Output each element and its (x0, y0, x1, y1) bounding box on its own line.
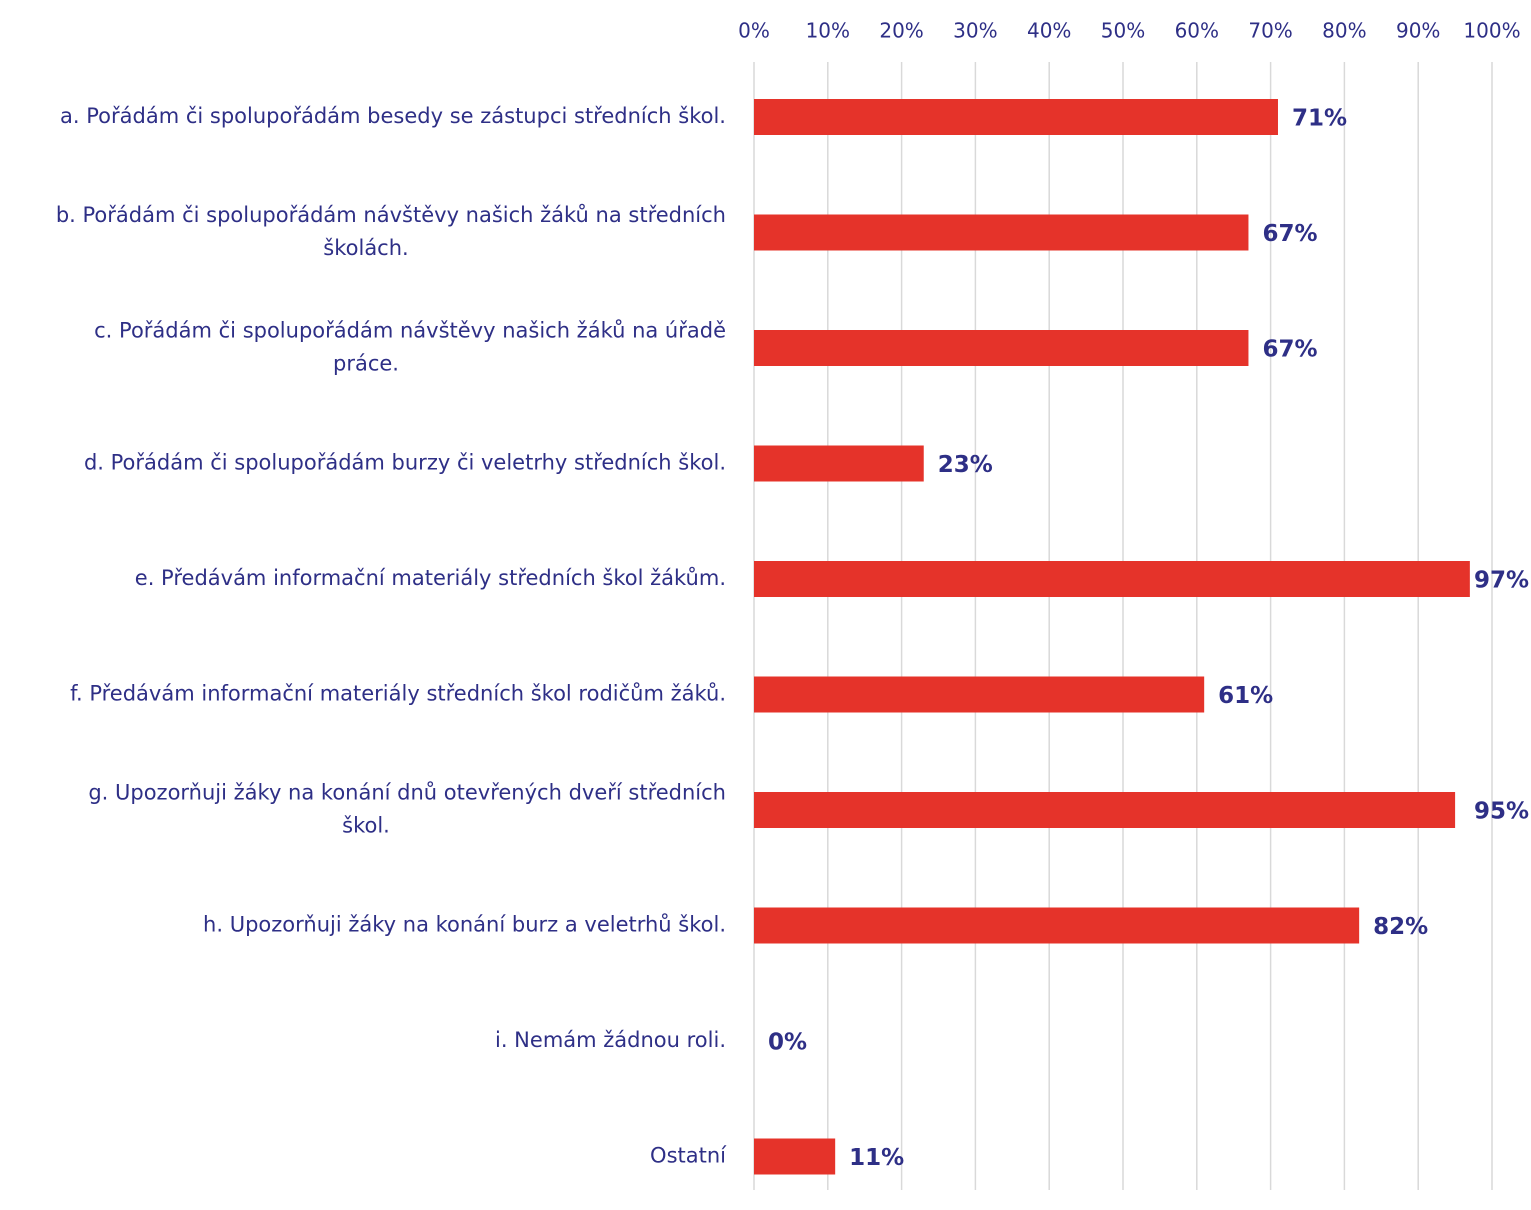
bars (754, 99, 1470, 1175)
bar (754, 330, 1249, 366)
category-labels: a. Pořádám či spolupořádám besedy se zás… (56, 104, 727, 1168)
category-label: d. Pořádám či spolupořádám burzy či vele… (84, 451, 726, 475)
bar (754, 676, 1205, 713)
bar (754, 907, 1360, 944)
category-label-line: a. Pořádám či spolupořádám besedy se zás… (60, 104, 726, 128)
category-label: i. Nemám žádnou roli. (495, 1028, 726, 1052)
category-label: c. Pořádám či spolupořádám návštěvy naši… (94, 319, 726, 376)
x-tick-label: 60% (1175, 19, 1219, 43)
category-label-line: i. Nemám žádnou roli. (495, 1028, 726, 1052)
data-label: 0% (768, 1030, 807, 1056)
bar (754, 445, 924, 482)
category-label-line: Ostatní (650, 1144, 727, 1168)
x-tick-label: 30% (953, 19, 997, 43)
data-labels: 71% 67% 67% 23% 97% 61% 95% 82% 0% 11% (768, 106, 1529, 1172)
data-label: 97% (1474, 568, 1529, 594)
category-label: h. Upozorňuji žáky na konání burz a vele… (203, 913, 726, 937)
category-label-line: e. Předávám informační materiály střední… (135, 566, 726, 590)
x-tick-label: 50% (1101, 19, 1145, 43)
category-label-line: práce. (333, 352, 399, 376)
category-label: Ostatní (650, 1144, 727, 1168)
category-label-line: g. Upozorňuji žáky na konání dnů otevřen… (88, 781, 726, 805)
bar (754, 99, 1278, 135)
category-label-line: škol. (342, 814, 390, 838)
category-label: b. Pořádám či spolupořádám návštěvy naši… (56, 203, 726, 260)
x-tick-label: 90% (1396, 19, 1440, 43)
x-tick-label: 70% (1248, 19, 1292, 43)
data-label: 82% (1373, 914, 1428, 940)
data-label: 67% (1262, 221, 1317, 247)
bar (754, 561, 1470, 597)
bar (754, 214, 1249, 251)
category-label-line: d. Pořádám či spolupořádám burzy či vele… (84, 451, 726, 475)
x-tick-label: 20% (879, 19, 923, 43)
x-axis-ticks: 0% 10% 20% 30% 40% 50% 60% 70% 80% 90% 100% (738, 19, 1520, 43)
category-label-line: f. Předávám informační materiály střední… (70, 682, 726, 706)
data-label: 61% (1218, 683, 1273, 709)
x-tick-label: 80% (1322, 19, 1366, 43)
category-label-line: c. Pořádám či spolupořádám návštěvy naši… (94, 319, 726, 343)
x-tick-label: 10% (806, 19, 850, 43)
category-label-line: b. Pořádám či spolupořádám návštěvy naši… (56, 203, 726, 227)
x-tick-label: 40% (1027, 19, 1071, 43)
category-label: e. Předávám informační materiály střední… (135, 566, 726, 590)
category-label-line: školách. (323, 236, 408, 260)
data-label: 67% (1262, 337, 1317, 363)
data-label: 11% (849, 1145, 904, 1171)
data-label: 71% (1292, 106, 1347, 132)
data-label: 23% (938, 452, 993, 478)
x-tick-label: 0% (738, 19, 770, 43)
category-label: g. Upozorňuji žáky na konání dnů otevřen… (88, 781, 726, 838)
category-label-line: h. Upozorňuji žáky na konání burz a vele… (203, 913, 726, 937)
bar (754, 792, 1456, 828)
bar (754, 1138, 836, 1175)
data-label: 95% (1474, 799, 1529, 825)
x-tick-label: 100% (1463, 19, 1520, 43)
category-label: f. Předávám informační materiály střední… (70, 682, 726, 706)
category-label: a. Pořádám či spolupořádám besedy se zás… (60, 104, 726, 128)
